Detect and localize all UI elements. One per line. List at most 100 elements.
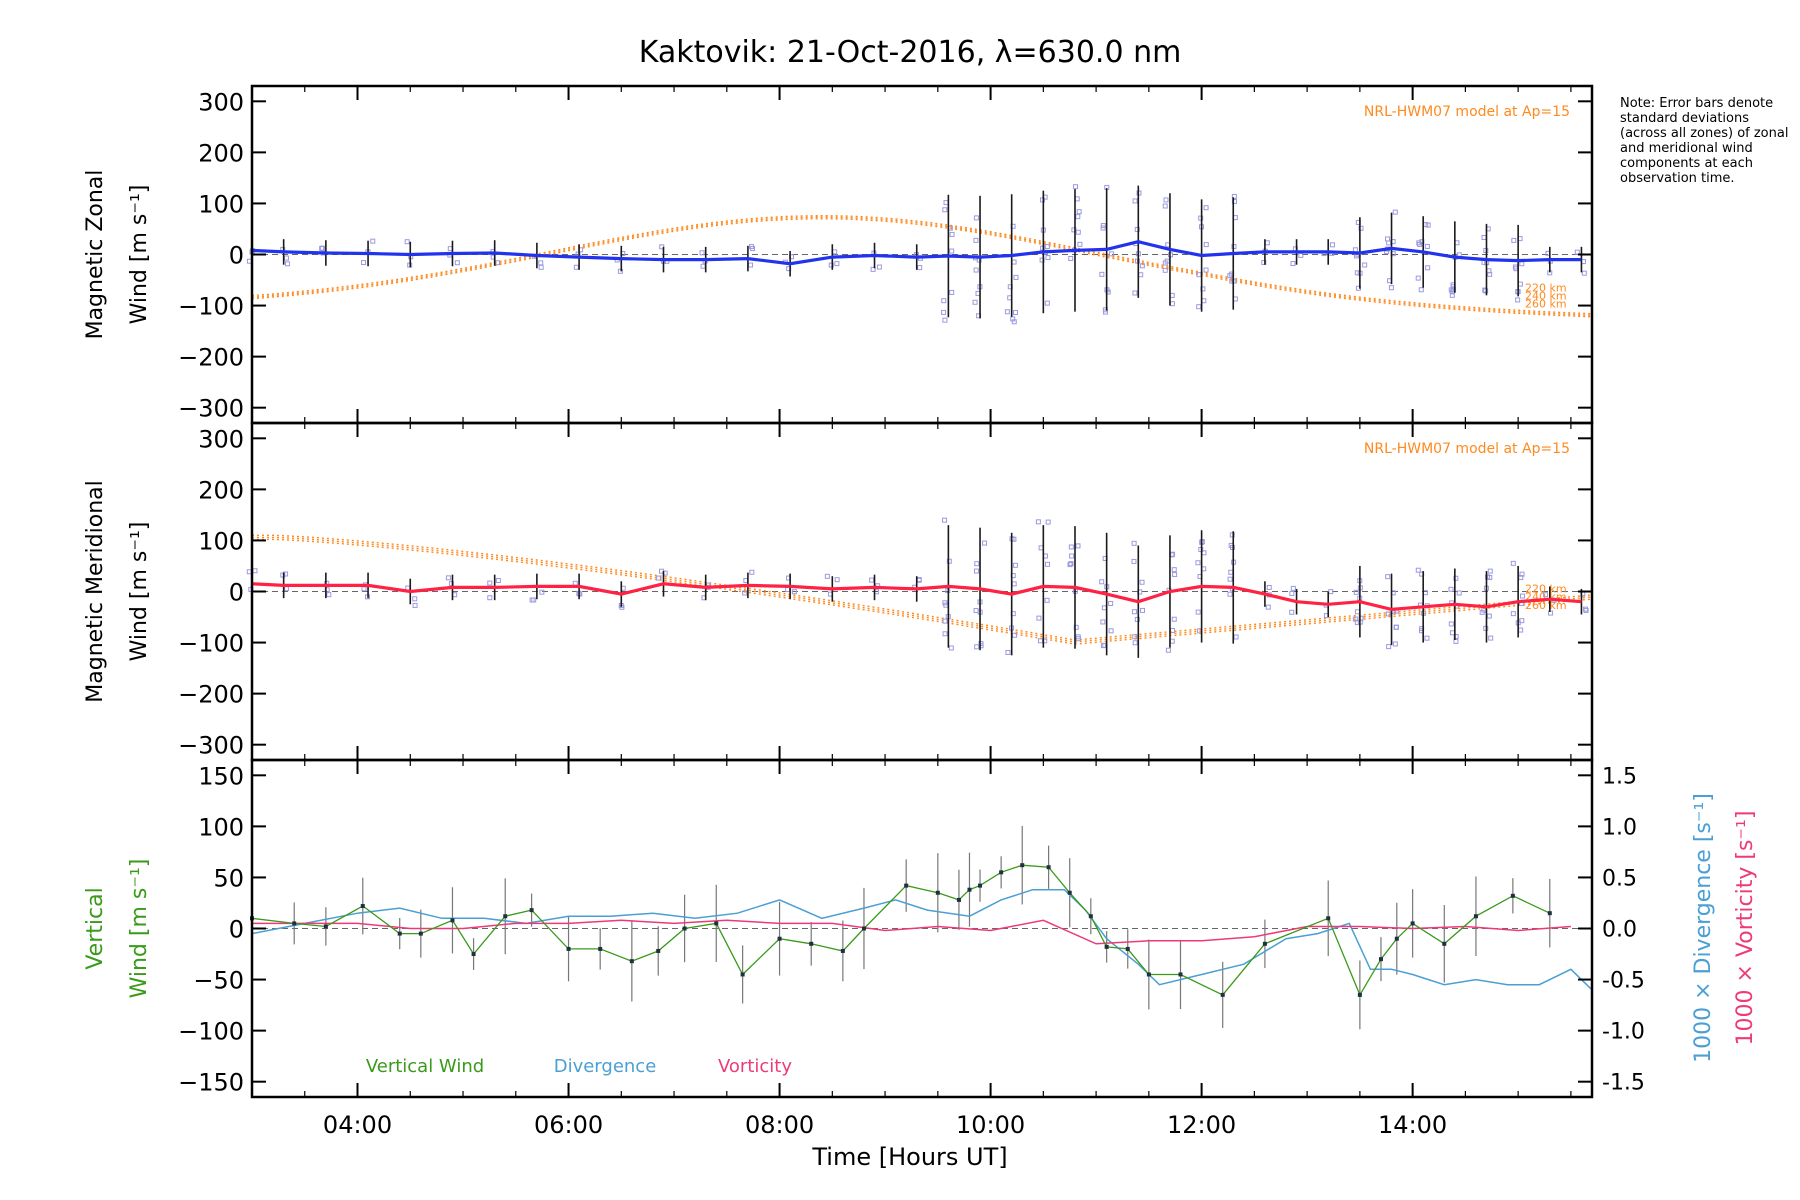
- zone-sample-marker: [1453, 638, 1459, 644]
- zone-sample-marker: [1385, 611, 1391, 617]
- zone-sample-marker: [749, 569, 755, 575]
- y-tick-label: 0: [229, 579, 244, 607]
- vertical-wind-point: [1357, 992, 1362, 997]
- zone-sample-marker: [1386, 644, 1392, 650]
- zone-sample-marker: [1289, 591, 1295, 597]
- zone-sample-marker: [1266, 584, 1272, 590]
- zone-sample-marker: [1298, 252, 1304, 258]
- vertical-wind-point: [1326, 916, 1331, 921]
- zone-sample-marker: [1075, 634, 1081, 640]
- vertical-wind-point: [1046, 865, 1051, 870]
- zone-sample-marker: [1417, 241, 1423, 247]
- zone-sample-marker: [1456, 590, 1462, 596]
- vertical-wind-point: [840, 948, 845, 953]
- zone-sample-marker: [1393, 624, 1399, 630]
- zone-sample-marker: [1044, 597, 1050, 603]
- zone-sample-marker: [1100, 223, 1106, 229]
- zone-sample-marker: [1485, 574, 1491, 580]
- zone-sample-marker: [487, 580, 493, 586]
- zone-sample-marker: [742, 590, 748, 596]
- zone-sample-marker: [1203, 267, 1209, 273]
- meridional-wind-line: [251, 582, 1582, 612]
- y-tick-label: 300: [198, 425, 244, 453]
- zone-sample-marker: [319, 245, 325, 251]
- zone-sample-marker: [749, 244, 755, 250]
- zone-sample-marker: [1100, 643, 1106, 649]
- vertical-wind-point: [450, 918, 455, 923]
- zone-sample-marker: [1099, 579, 1105, 585]
- zone-sample-marker: [1488, 635, 1494, 641]
- zone-sample-marker: [1290, 261, 1296, 267]
- vertical-wind-point: [566, 946, 571, 951]
- vertical-wind-point: [978, 883, 983, 888]
- zone-sample-marker: [1138, 272, 1144, 278]
- vertical-wind-point: [1510, 893, 1515, 898]
- zone-sample-marker: [1037, 638, 1043, 644]
- zone-sample-marker: [1385, 574, 1391, 580]
- zone-sample-marker: [1068, 255, 1074, 261]
- y-tick-label: −300: [178, 732, 244, 760]
- zone-sample-marker: [1011, 259, 1017, 265]
- zone-sample-marker: [1067, 562, 1073, 568]
- zone-sample-marker: [876, 264, 882, 270]
- zone-sample-marker: [1076, 209, 1082, 215]
- zone-sample-marker: [1353, 589, 1359, 595]
- zone-sample-marker: [1392, 641, 1398, 647]
- zone-sample-marker: [1227, 591, 1233, 597]
- zone-sample-marker: [1132, 290, 1138, 296]
- vertical-wind-point: [714, 921, 719, 926]
- zone-sample-marker: [1518, 627, 1524, 633]
- vertical-wind-point: [1262, 941, 1267, 946]
- error-bar-note: Note: Error bars denote standard deviati…: [1620, 96, 1789, 186]
- vertical-wind-point: [999, 870, 1004, 875]
- vertical-wind-point: [935, 890, 940, 895]
- zone-sample-marker: [1036, 615, 1042, 621]
- model-curve-240km: [251, 216, 1593, 316]
- zone-sample-marker: [1392, 209, 1398, 215]
- zone-sample-marker: [280, 572, 286, 578]
- legend-vorticity: Vorticity: [718, 1056, 792, 1077]
- zone-sample-marker: [1415, 567, 1421, 573]
- zone-sample-marker: [824, 573, 830, 579]
- zone-sample-marker: [1044, 300, 1050, 306]
- zone-sample-marker: [834, 577, 840, 583]
- vertical-wind-point: [292, 921, 297, 926]
- zone-sample-marker: [1424, 635, 1430, 641]
- zone-sample-marker: [1109, 251, 1115, 257]
- model-label: NRL-HWM07 model at Ap=15: [1364, 441, 1570, 457]
- zone-sample-marker: [445, 575, 451, 581]
- y-axis-label-line2: Wind [m s⁻¹]: [127, 522, 152, 662]
- zone-sample-marker: [1074, 196, 1080, 202]
- zone-sample-marker: [948, 645, 954, 651]
- vertical-wind-point: [471, 952, 476, 957]
- zone-sample-marker: [1103, 309, 1109, 315]
- vertical-wind-point: [956, 897, 961, 902]
- zone-sample-marker: [917, 265, 923, 271]
- zone-sample-marker: [1162, 260, 1168, 266]
- y-tick-label: 200: [198, 139, 244, 167]
- zone-sample-marker: [1581, 270, 1587, 276]
- y-tick-label: −100: [178, 630, 244, 658]
- vertical-wind-point: [1378, 957, 1383, 962]
- vertical-wind-point: [682, 926, 687, 931]
- zone-sample-marker: [1035, 519, 1041, 525]
- zone-sample-marker: [404, 239, 410, 245]
- zone-sample-marker: [284, 586, 290, 592]
- y-axis-label-line1: Magnetic Meridional: [83, 480, 108, 702]
- zone-sample-marker: [1196, 304, 1202, 310]
- zone-sample-marker: [1487, 568, 1493, 574]
- zone-sample-marker: [699, 250, 705, 256]
- zone-sample-marker: [1227, 576, 1233, 582]
- model-curve-220km: [251, 218, 1593, 318]
- zone-sample-marker: [1388, 285, 1394, 291]
- zone-sample-marker: [1131, 558, 1137, 564]
- x-tick-label: 08:00: [745, 1111, 814, 1139]
- zonal-wind-line: [251, 240, 1582, 266]
- zone-sample-marker: [487, 595, 493, 601]
- zone-sample-marker: [1108, 628, 1114, 634]
- zone-sample-marker: [1038, 545, 1044, 551]
- zone-sample-marker: [1099, 271, 1105, 277]
- vorticity-axis-label: 1000 × Vorticity [s⁻¹]: [1733, 811, 1758, 1046]
